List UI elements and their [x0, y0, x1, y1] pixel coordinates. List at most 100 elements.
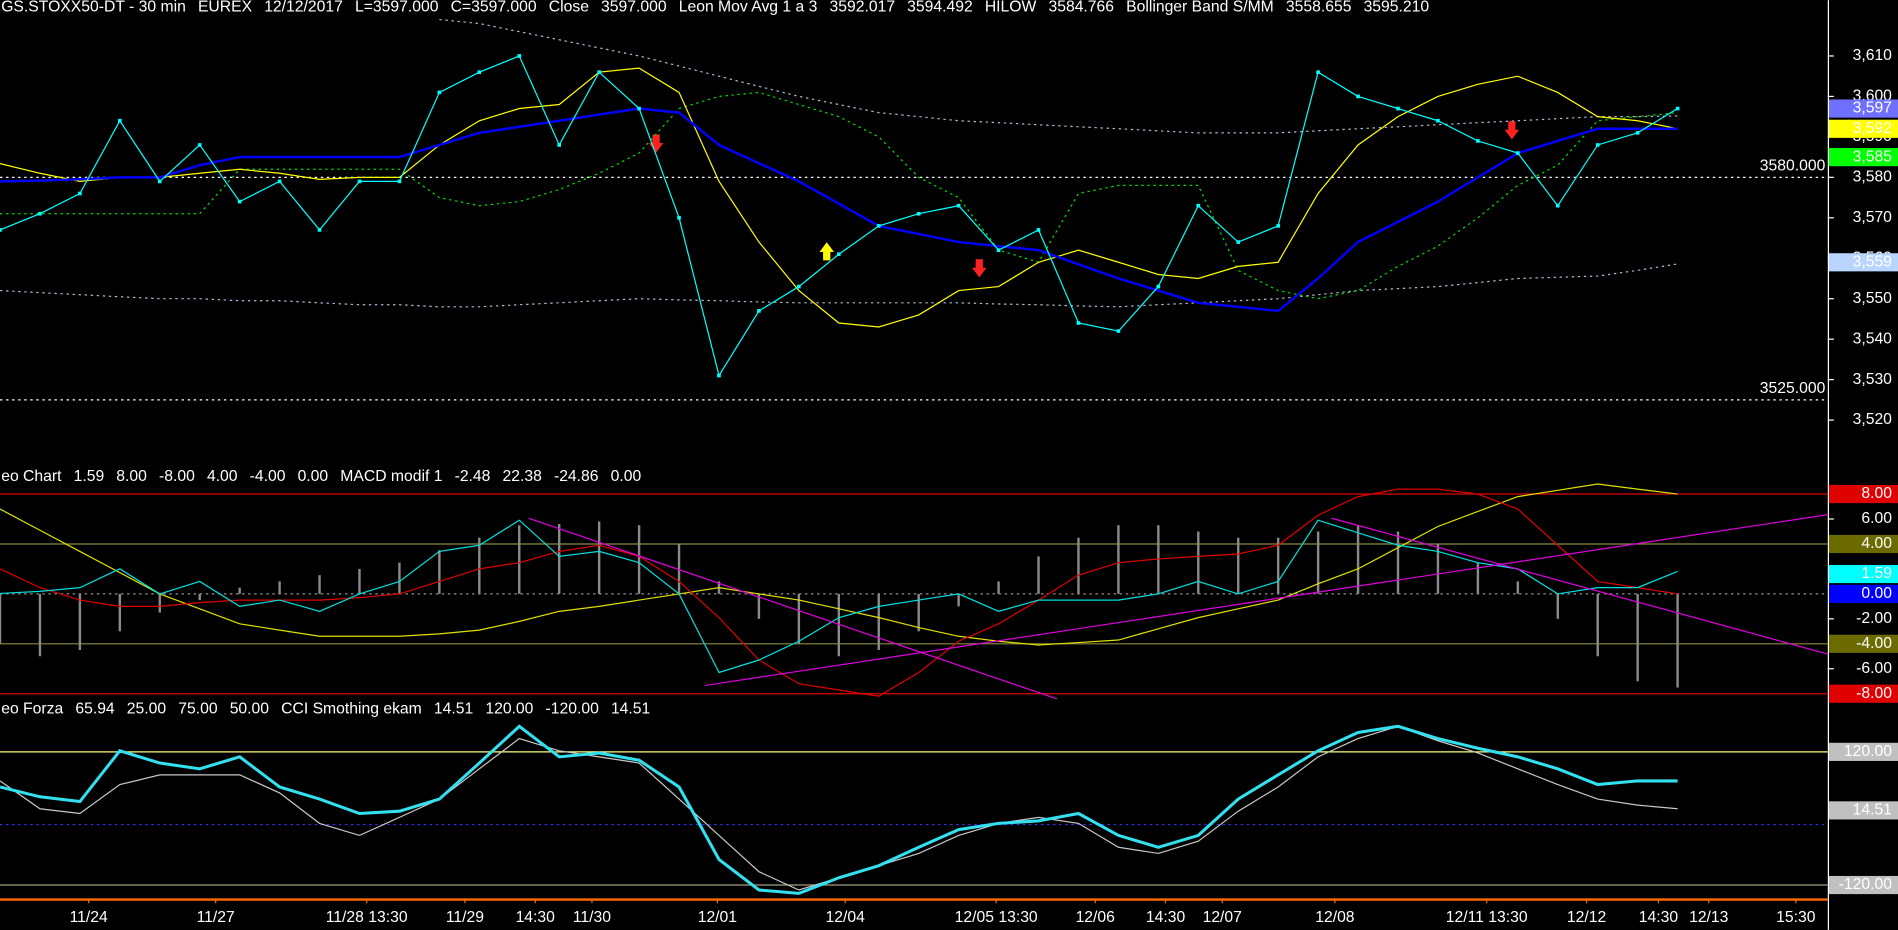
series-line	[439, 18, 1678, 134]
level-tag-label: 120.00	[1844, 743, 1892, 760]
header-text: 14.51	[611, 701, 650, 718]
header-text: -2.48	[455, 468, 491, 485]
header-text: 3584.766	[1048, 0, 1114, 16]
series-marker	[597, 70, 601, 74]
header-text: 14.51	[434, 701, 473, 718]
series-marker	[797, 284, 801, 289]
y-tick-label: 3,570	[1853, 209, 1893, 226]
series-line	[528, 517, 1058, 700]
header-text: L=3597.000	[355, 0, 439, 16]
x-tick-label: 11/24	[70, 909, 108, 926]
series-marker	[1595, 143, 1600, 147]
header-text: CCI Smothing ekam	[281, 701, 422, 718]
level-tag	[1829, 584, 1898, 603]
series-marker	[677, 215, 681, 220]
x-tick-label: 12/05 13:30	[955, 909, 1038, 926]
level-tag	[1829, 634, 1898, 653]
level-tag	[1829, 148, 1898, 167]
series-line	[0, 725, 1678, 891]
series-marker	[996, 248, 1001, 252]
level-tag-label: -8.00	[1856, 685, 1892, 702]
series-marker	[1555, 203, 1560, 208]
series-marker	[1476, 139, 1480, 143]
header-text: 12/12/2017	[264, 0, 343, 16]
level-label: 3525.000	[1760, 380, 1826, 397]
series-marker	[1276, 224, 1280, 228]
series-line	[0, 107, 1678, 313]
series-marker	[237, 199, 242, 204]
level-tag-label: 3,559	[1853, 253, 1892, 270]
series-marker	[916, 211, 921, 216]
x-tick-label: 14:30	[1146, 909, 1186, 926]
x-tick-label: 12/13	[1689, 909, 1729, 926]
level-tag-label: 14.51	[1853, 802, 1892, 819]
y-tick-label: 3,540	[1853, 330, 1893, 347]
series-marker	[757, 309, 761, 313]
series-marker	[1356, 94, 1360, 99]
x-tick-label: 11/27	[197, 909, 235, 926]
level-tag-label: -4.00	[1856, 635, 1892, 652]
signal-arrow	[819, 242, 835, 261]
header-text: 1.59	[74, 468, 105, 485]
series-marker	[1076, 321, 1081, 325]
level-tag-label: 3,597	[1853, 100, 1892, 117]
signal-arrow	[971, 259, 987, 278]
x-tick-label: 11/28 13:30	[326, 909, 408, 926]
header-text: 65.94	[75, 701, 115, 718]
header-text: 0.00	[298, 468, 329, 485]
x-tick-label: 14:30	[516, 909, 556, 926]
series-marker	[1516, 151, 1520, 155]
header-text: -8.00	[159, 468, 195, 485]
series-marker	[637, 106, 641, 111]
level-tag	[1829, 253, 1898, 272]
panel	[0, 18, 1828, 401]
header-text: Leon Mov Avg 1 a 3	[679, 0, 818, 16]
series-line	[1331, 517, 1828, 655]
series-marker	[1036, 228, 1041, 232]
header-text: C=3597.000	[451, 0, 537, 16]
series-line	[0, 263, 1678, 308]
series-marker	[397, 179, 402, 184]
x-tick-label: 12/08	[1315, 909, 1355, 926]
header-text: 3595.210	[1364, 0, 1430, 16]
header-text: -24.86	[554, 468, 599, 485]
level-tag	[1829, 742, 1898, 761]
level-tag	[1829, 684, 1898, 703]
series-marker	[477, 70, 482, 74]
x-tick-label: 12/01	[698, 909, 737, 926]
series-line	[0, 91, 1678, 300]
x-tick-label: 12/06	[1076, 909, 1116, 926]
header-text: Bollinger Band S/MM	[1126, 0, 1274, 16]
level-tag	[1829, 484, 1898, 504]
header-text: Close	[549, 0, 589, 16]
series-marker	[0, 228, 2, 232]
series-marker	[956, 203, 961, 208]
header-text: 3592.017	[830, 0, 896, 16]
level-tag-label: 1.59	[1861, 565, 1892, 582]
series-marker	[717, 373, 721, 378]
header-text: 8.00	[116, 468, 147, 485]
series-marker	[1196, 203, 1201, 208]
level-tag	[1829, 564, 1898, 584]
level-tag	[1829, 801, 1898, 820]
header-text: -4.00	[250, 468, 286, 485]
x-tick-label: 12/12	[1567, 909, 1606, 926]
y-tick-label: 3,520	[1853, 411, 1893, 428]
level-tag-label: 4.00	[1861, 535, 1892, 552]
y-tick-label: 3,550	[1853, 290, 1893, 307]
header-text: 25.00	[127, 701, 167, 718]
level-tag-label: 0.00	[1861, 585, 1892, 602]
header-text: 0.00	[611, 468, 642, 485]
level-tag-label: 3,585	[1853, 148, 1893, 165]
signal-arrow	[1504, 121, 1520, 140]
x-tick-label: 11/30	[573, 909, 611, 926]
series-line	[0, 55, 1678, 378]
series-line	[705, 514, 1828, 687]
series-marker	[78, 191, 82, 196]
x-tick-label: 15:30	[1776, 909, 1816, 926]
header-text: eo Forza	[1, 701, 63, 718]
level-tag	[1829, 534, 1898, 554]
x-tick-label: 11/29	[446, 909, 484, 926]
header-text: GS.STOXX50-DT - 30 min	[1, 0, 186, 16]
